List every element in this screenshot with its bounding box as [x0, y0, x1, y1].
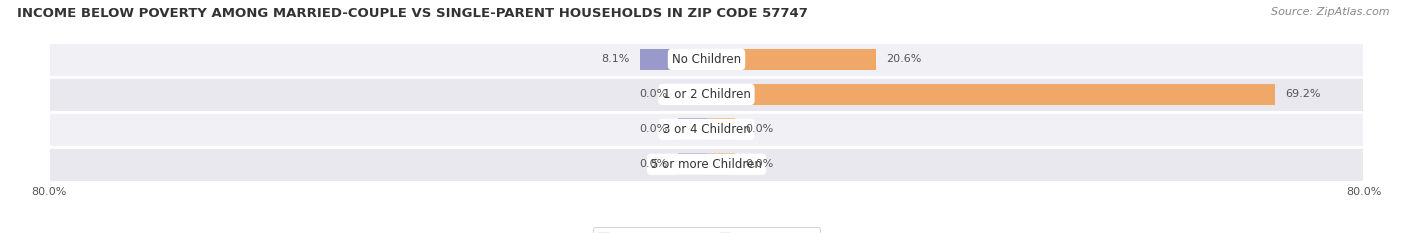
Legend: Married Couples, Single Parents: Married Couples, Single Parents: [592, 227, 821, 233]
Bar: [49, 112, 1364, 147]
Bar: [49, 147, 1364, 182]
Text: 0.0%: 0.0%: [640, 124, 668, 134]
Text: 0.0%: 0.0%: [640, 89, 668, 99]
Bar: [678, 118, 707, 140]
Text: 0.0%: 0.0%: [745, 159, 773, 169]
Text: 8.1%: 8.1%: [602, 55, 630, 64]
Text: 1 or 2 Children: 1 or 2 Children: [662, 88, 751, 101]
Text: 69.2%: 69.2%: [1285, 89, 1320, 99]
Bar: [678, 84, 707, 105]
Text: 20.6%: 20.6%: [886, 55, 921, 64]
Bar: [707, 118, 735, 140]
Bar: [640, 49, 707, 70]
Text: 0.0%: 0.0%: [745, 124, 773, 134]
Text: No Children: No Children: [672, 53, 741, 66]
Bar: [49, 42, 1364, 77]
Text: 5 or more Children: 5 or more Children: [651, 158, 762, 171]
Text: 0.0%: 0.0%: [640, 159, 668, 169]
Bar: [707, 84, 1275, 105]
Bar: [707, 49, 876, 70]
Bar: [678, 154, 707, 175]
Text: 3 or 4 Children: 3 or 4 Children: [662, 123, 751, 136]
Bar: [49, 77, 1364, 112]
Bar: [707, 154, 735, 175]
Text: INCOME BELOW POVERTY AMONG MARRIED-COUPLE VS SINGLE-PARENT HOUSEHOLDS IN ZIP COD: INCOME BELOW POVERTY AMONG MARRIED-COUPL…: [17, 7, 807, 20]
Text: Source: ZipAtlas.com: Source: ZipAtlas.com: [1271, 7, 1389, 17]
